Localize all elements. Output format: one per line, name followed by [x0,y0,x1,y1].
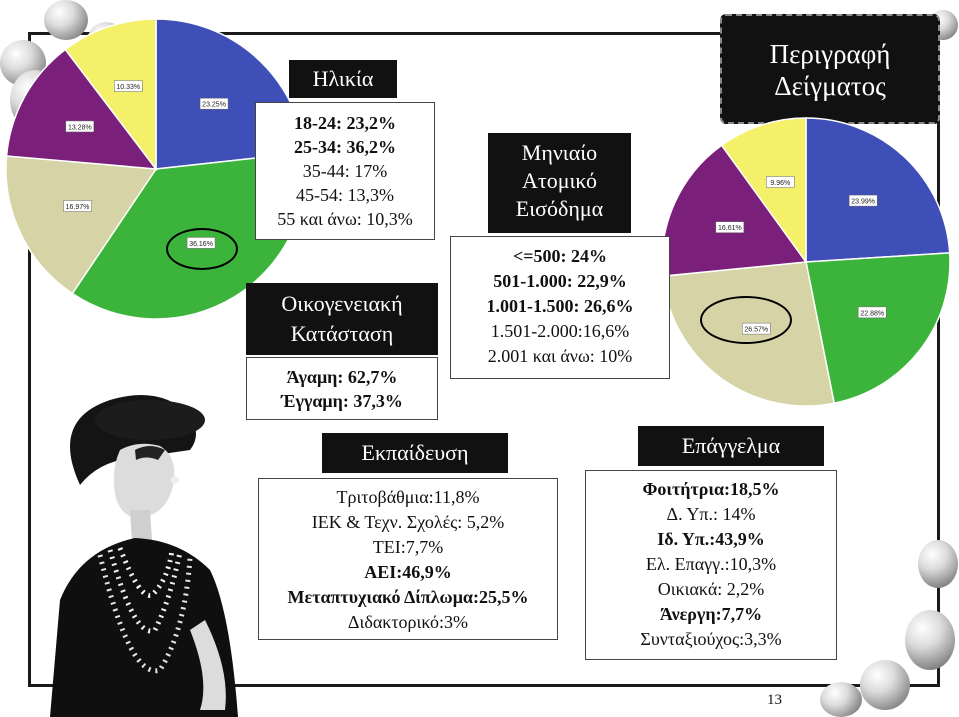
income-value-1: <=500: 24% [512,246,607,266]
income-title-line-3: Εισόδημα [515,196,604,221]
income-value-4: 1.501-2.000:16,6% [490,321,630,341]
slide-frame [28,32,940,687]
slide-title-line-1: Περιγραφή [769,39,891,69]
family-status-value-1: Άγαμη: 62,7% [286,367,398,387]
family-status-title: Οικογενειακή Κατάσταση [246,283,438,355]
family-status-values: Άγαμη: 62,7% Έγγαμη: 37,3% [246,357,438,420]
age-pie-label-4: 13.28% [65,120,95,133]
family-status-value-2: Έγγαμη: 37,3% [281,391,403,411]
income-title-line-1: Μηνιαίο [521,140,598,165]
occupation-values: Φοιτήτρια:18,5% Δ. Υπ.: 14% Ιδ. Υπ.:43,9… [585,470,837,660]
income-highlight-ellipse [700,296,792,344]
income-pie-label-1: 23.99% [848,194,878,207]
pearl-decoration-bottom-right-3 [820,682,862,717]
age-highlight-ellipse [166,228,238,270]
pearl-decoration-bottom-right-1 [860,660,910,710]
education-value-5: Μεταπτυχιακό Δίπλωμα:25,5% [287,587,529,607]
income-pie-label-5: 9.96% [766,176,795,188]
svg-text:23.25%: 23.25% [202,102,226,109]
age-title-text: Ηλικία [312,66,374,91]
occupation-value-4: Ελ. Επαγγ.:10,3% [645,554,777,574]
occupation-value-7: Συνταξιούχος:3,3% [640,629,782,649]
age-pie-label-1: 23.25% [199,97,229,110]
education-value-3: ΤΕΙ:7,7% [372,537,444,557]
income-pie-slice-5 [720,117,807,265]
age-value-2: 25-34: 36,2% [294,137,396,157]
age-value-1: 18-24: 23,2% [294,113,396,133]
education-value-1: Τριτοβάθμια:11,8% [336,487,480,507]
slide-title-line-2: Δείγματος [774,71,886,101]
income-pie-label-4: 16.61% [715,221,745,233]
income-title: Μηνιαίο Ατομικό Εισόδημα [488,133,631,233]
svg-text:22.88%: 22.88% [860,310,884,317]
age-pie-label-5: 10.33% [114,80,143,92]
income-value-3: 1.001-1.500: 26,6% [486,296,634,316]
age-values: 18-24: 23,2% 25-34: 36,2% 35-44: 17% 45-… [255,102,435,240]
age-pie-slice-3 [5,155,158,295]
age-pie-slice-5 [64,18,157,172]
occupation-title: Επάγγελμα [638,426,824,466]
education-values: Τριτοβάθμια:11,8% ΙΕΚ & Τεχν. Σχολές: 5,… [258,478,558,640]
income-pie-slice-2 [805,252,950,405]
age-pie-slice-4 [5,48,158,170]
occupation-value-2: Δ. Υπ.: 14% [666,504,756,524]
income-pie-label-2: 22.88% [857,306,887,319]
occupation-value-6: Άνεργη:7,7% [659,604,763,624]
svg-text:13.28%: 13.28% [68,124,92,131]
age-pie-label-3: 16.97% [63,200,92,212]
age-value-5: 55 και άνω: 10,3% [277,209,413,229]
income-value-5: 2.001 και άνω: 10% [487,346,633,366]
svg-text:23.99%: 23.99% [851,199,875,206]
woman-portrait-illustration [50,395,238,717]
income-value-2: 501-1.000: 22,9% [493,271,627,291]
occupation-value-3: Ιδ. Υπ.:43,9% [657,529,765,549]
income-pie-chart: 23.99%22.88%26.57%16.61%9.96% [661,117,950,407]
income-values: <=500: 24% 501-1.000: 22,9% 1.001-1.500:… [450,236,670,379]
income-title-line-2: Ατομικό [521,168,598,193]
age-value-3: 35-44: 17% [302,161,388,181]
occupation-value-1: Φοιτήτρια:18,5% [642,479,780,499]
svg-text:16.61%: 16.61% [718,225,742,232]
education-title: Εκπαίδευση [322,433,508,473]
education-title-text: Εκπαίδευση [361,440,469,465]
age-title: Ηλικία [289,60,397,98]
income-pie-slice-1 [805,117,950,263]
pearl-decoration-right-1 [918,540,958,588]
age-value-4: 45-54: 13,3% [296,185,394,205]
svg-text:10.33%: 10.33% [116,84,140,91]
svg-text:9.96%: 9.96% [770,180,790,187]
pearl-decoration-bottom-right-2 [905,610,955,670]
family-status-title-line-1: Οικογενειακή [281,291,403,316]
education-value-2: ΙΕΚ & Τεχν. Σχολές: 5,2% [311,512,505,532]
slide-number: 13 [767,692,782,708]
education-value-4: ΑΕΙ:46,9% [364,562,452,582]
education-value-6: Διδακτορικό:3% [347,612,469,632]
pearl-decoration-top-left-2 [44,0,88,40]
svg-text:16.97%: 16.97% [66,204,90,211]
occupation-title-text: Επάγγελμα [681,433,781,458]
occupation-value-5: Οικιακά: 2,2% [657,579,765,599]
slide-title: Περιγραφή Δείγματος [720,14,940,124]
family-status-title-line-2: Κατάσταση [290,321,394,346]
